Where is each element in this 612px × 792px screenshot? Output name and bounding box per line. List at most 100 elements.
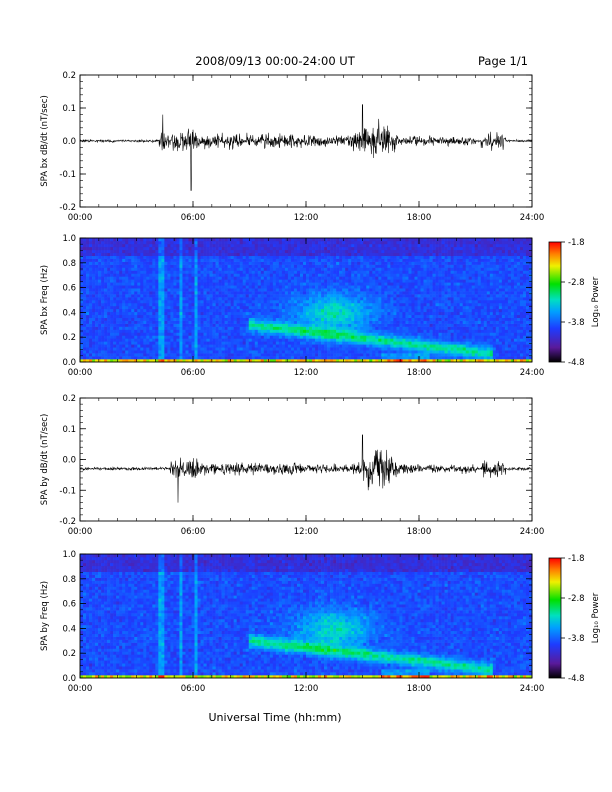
spectrogram-cell	[236, 249, 240, 254]
spectrogram-cell	[80, 246, 84, 251]
spectrogram-cell	[408, 353, 412, 357]
spectrogram-cell	[248, 314, 253, 319]
spectrogram-cell	[104, 258, 108, 262]
spectrogram-cell	[161, 273, 165, 277]
spectrogram-cell	[393, 323, 397, 327]
spectrogram-cell	[351, 255, 355, 259]
spectrogram-cell	[140, 344, 144, 348]
spectrogram-cell	[122, 353, 126, 357]
spectrogram-cell	[411, 273, 415, 277]
spectrogram-cell	[272, 249, 277, 254]
spectrogram-cell	[390, 338, 394, 342]
spectrogram-cell	[197, 261, 201, 265]
spectrogram-cell	[309, 353, 313, 357]
spectrogram-cell	[333, 311, 337, 316]
spectrogram-cell	[89, 323, 93, 327]
spectrogram-cell	[290, 279, 295, 283]
spectrogram-cell	[161, 326, 165, 330]
spectrogram-cell	[194, 270, 198, 274]
spectrogram-cell	[116, 353, 120, 357]
spectrogram-cell	[212, 311, 216, 316]
spectrogram-cell	[281, 252, 286, 257]
spectrogram-cell	[327, 258, 331, 262]
spectrogram-cell	[146, 297, 150, 301]
spectrogram-cell	[161, 353, 165, 357]
spectrogram-cell	[342, 294, 346, 298]
spectrogram-cell	[275, 279, 280, 283]
spectrogram-cell	[354, 347, 358, 351]
spectrogram-cell	[137, 252, 141, 257]
spectrogram-cell	[176, 294, 180, 298]
spectrogram-cell	[357, 302, 361, 307]
spectrogram-cell	[366, 359, 370, 363]
spectrogram-cell	[345, 350, 349, 354]
spectrogram-cell	[302, 264, 307, 268]
spectrogram-cell	[236, 300, 240, 304]
spectrogram-cell	[245, 243, 250, 248]
spectrogram-cell	[411, 356, 415, 360]
spectrogram-cell	[227, 317, 231, 321]
spectrogram-cell	[384, 252, 388, 257]
spectrogram-cell	[384, 267, 388, 271]
spectrogram-cell	[405, 238, 409, 242]
spectrogram-cell	[107, 329, 111, 333]
spectrogram-cell	[336, 320, 340, 324]
spectrogram-cell	[405, 317, 409, 321]
spectrogram-cell	[284, 347, 289, 351]
spectrogram-cell	[357, 308, 361, 313]
spectrogram-cell	[372, 338, 376, 342]
spectrogram-cell	[89, 276, 93, 280]
spectrogram-cell	[209, 238, 213, 242]
spectrogram-cell	[306, 335, 310, 339]
spectrogram-cell	[296, 338, 301, 342]
spectrogram-cell	[336, 329, 340, 333]
spectrogram-cell	[366, 332, 370, 336]
spectrogram-cell	[266, 300, 271, 304]
spectrogram-cell	[149, 267, 153, 271]
spectrogram-cell	[218, 305, 222, 310]
spectrogram-cell	[302, 341, 307, 345]
spectrogram-cell	[236, 302, 240, 307]
spectrogram-cell	[411, 291, 415, 295]
spectrogram-cell	[318, 240, 322, 245]
spectrogram-cell	[393, 350, 397, 354]
spectrogram-cell	[366, 329, 370, 333]
spectrogram-cell	[414, 279, 418, 283]
spectrogram-cell	[158, 341, 162, 345]
spectrogram-cell	[248, 338, 253, 342]
spectrogram-cell	[203, 317, 207, 321]
spectrogram-cell	[306, 323, 310, 327]
spectrogram-cell	[339, 273, 343, 277]
spectrogram-cell	[131, 291, 135, 295]
spectrogram-cell	[230, 279, 234, 283]
spectrogram-cell	[146, 317, 150, 321]
spectrogram-cell	[287, 308, 292, 313]
spectrogram-cell	[119, 249, 123, 254]
spectrogram-cell	[242, 297, 247, 301]
spectrogram-cell	[203, 270, 207, 274]
spectrogram-cell	[89, 246, 93, 251]
spectrogram-cell	[284, 350, 289, 354]
spectrogram-cell	[83, 300, 87, 304]
spectrogram-cell	[131, 341, 135, 345]
spectrogram-cell	[293, 300, 298, 304]
spectrogram-cell	[351, 249, 355, 254]
spectrogram-cell	[390, 249, 394, 254]
spectrogram-cell	[140, 261, 144, 265]
spectrogram-cell	[98, 311, 102, 316]
spectrogram-cell	[263, 311, 268, 316]
spectrogram-cell	[134, 279, 138, 283]
spectrogram-cell	[369, 258, 373, 262]
spectrogram-cell	[387, 240, 391, 245]
spectrogram-cell	[381, 350, 385, 354]
spectrogram-cell	[242, 308, 247, 313]
spectrogram-cell	[269, 238, 274, 242]
spectrogram-cell	[173, 258, 177, 262]
spectrogram-cell	[360, 285, 364, 289]
spectrogram-cell	[402, 353, 406, 357]
spectrogram-cell	[405, 255, 409, 259]
spectrogram-cell	[369, 291, 373, 295]
spectrogram-cell	[287, 320, 292, 324]
spectrogram-cell	[215, 323, 219, 327]
spectrogram-cell	[408, 320, 412, 324]
